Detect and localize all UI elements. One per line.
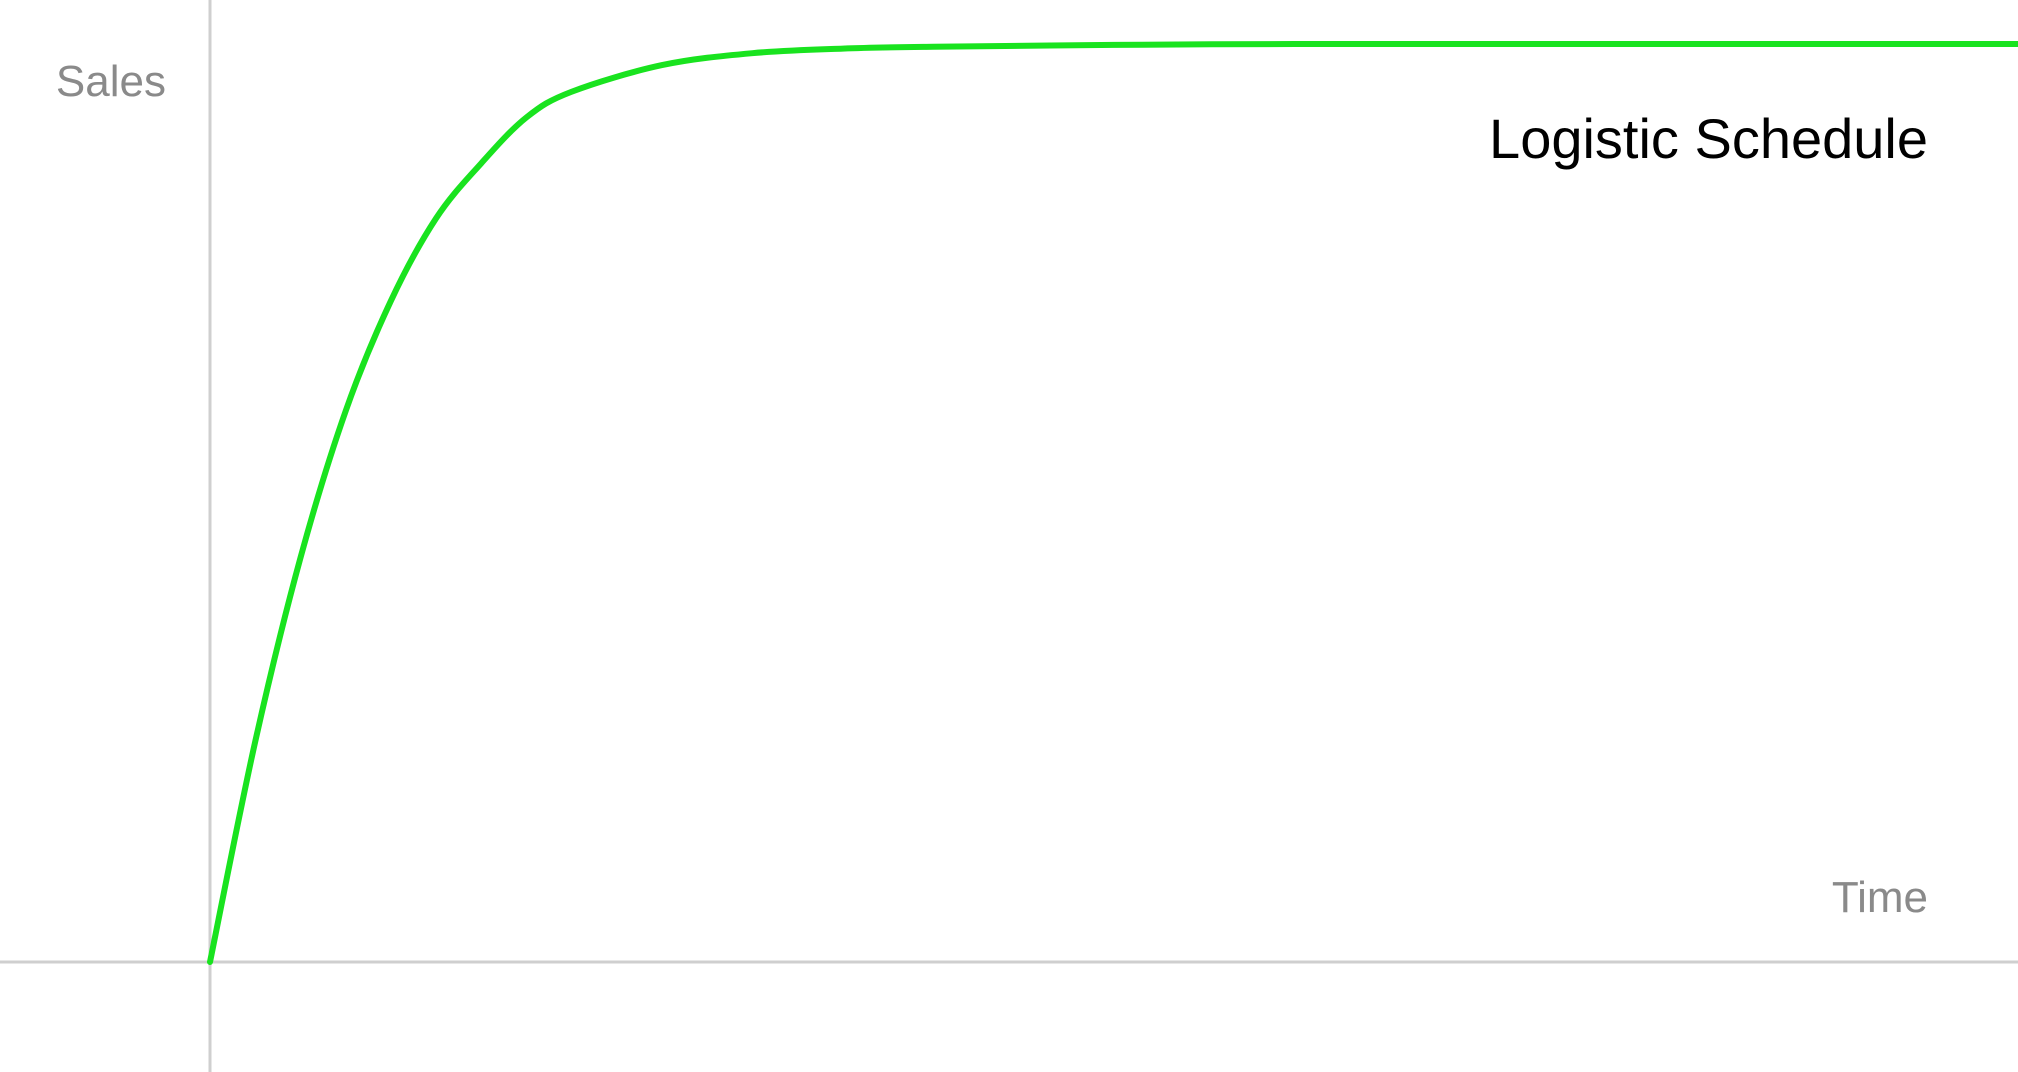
x-axis-label: Time	[1832, 873, 1928, 922]
series-layer	[207, 40, 2018, 965]
y-axis-label: Sales	[56, 57, 166, 106]
chart-title: Logistic Schedule	[1489, 107, 1928, 170]
series-line-0	[207, 40, 2018, 965]
